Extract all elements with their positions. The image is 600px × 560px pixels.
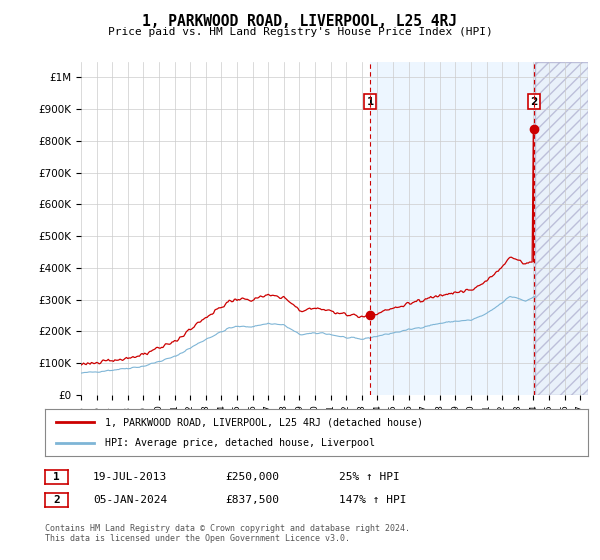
- Text: HPI: Average price, detached house, Liverpool: HPI: Average price, detached house, Live…: [105, 438, 375, 448]
- Text: Price paid vs. HM Land Registry's House Price Index (HPI): Price paid vs. HM Land Registry's House …: [107, 27, 493, 37]
- Text: 2: 2: [53, 495, 60, 505]
- Text: £250,000: £250,000: [225, 472, 279, 482]
- Bar: [370, 62, 588, 395]
- Text: 1: 1: [367, 96, 374, 106]
- Text: 1: 1: [53, 473, 60, 482]
- Bar: [535, 62, 588, 395]
- Text: Contains HM Land Registry data © Crown copyright and database right 2024.
This d: Contains HM Land Registry data © Crown c…: [45, 524, 410, 543]
- Text: 05-JAN-2024: 05-JAN-2024: [93, 494, 167, 505]
- Text: 1, PARKWOOD ROAD, LIVERPOOL, L25 4RJ (detached house): 1, PARKWOOD ROAD, LIVERPOOL, L25 4RJ (de…: [105, 417, 423, 427]
- Text: 19-JUL-2013: 19-JUL-2013: [93, 472, 167, 482]
- Text: 2: 2: [530, 96, 538, 106]
- Text: 25% ↑ HPI: 25% ↑ HPI: [339, 472, 400, 482]
- Text: £837,500: £837,500: [225, 494, 279, 505]
- Text: 1, PARKWOOD ROAD, LIVERPOOL, L25 4RJ: 1, PARKWOOD ROAD, LIVERPOOL, L25 4RJ: [143, 14, 458, 29]
- Text: 147% ↑ HPI: 147% ↑ HPI: [339, 494, 407, 505]
